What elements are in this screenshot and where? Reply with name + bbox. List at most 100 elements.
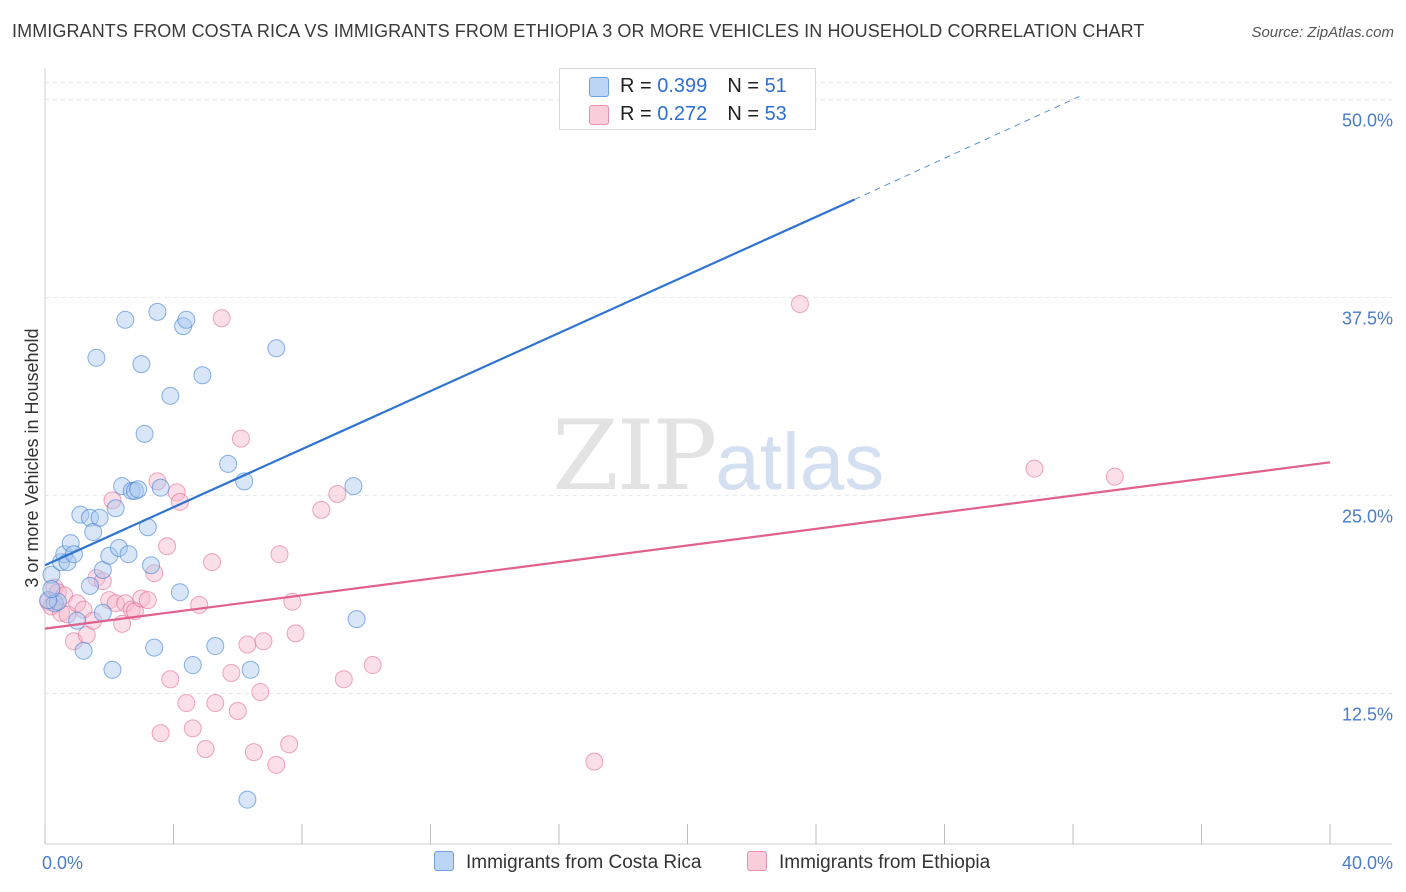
watermark: ZIPatlas <box>552 400 884 512</box>
ethiopia-point <box>363 656 382 675</box>
costa-rica-points <box>39 302 366 809</box>
ethiopia-point <box>238 635 257 654</box>
costa-rica-point <box>151 478 170 497</box>
costa-rica-point <box>206 637 225 656</box>
legend-row-costa-rica: R = 0.399 N = 51 <box>560 73 815 101</box>
y-tick-label: 25.0% <box>1342 507 1393 527</box>
legend-item-ethiopia[interactable]: Immigrants from Ethiopia <box>747 851 990 874</box>
costa-rica-point <box>39 591 58 610</box>
source-note: Source: ZipAtlas.com <box>1251 24 1394 41</box>
ethiopia-point <box>177 694 196 713</box>
legend-swatch-pink <box>747 851 767 871</box>
ethiopia-point <box>254 632 273 651</box>
chart-title: IMMIGRANTS FROM COSTA RICA VS IMMIGRANTS… <box>12 21 1145 41</box>
ethiopia-point <box>280 735 299 754</box>
costa-rica-point <box>74 641 93 660</box>
ethiopia-point <box>206 694 225 713</box>
costa-rica-trend-extension <box>854 96 1080 200</box>
ethiopia-point <box>251 682 270 701</box>
costa-rica-point <box>61 534 80 553</box>
costa-rica-point <box>183 656 202 675</box>
y-axis-label: 3 or more Vehicles in Household <box>22 328 42 587</box>
ethiopia-point <box>585 752 604 771</box>
y-tick-label: 12.5% <box>1342 705 1393 725</box>
costa-rica-point <box>68 611 87 630</box>
y-tick-label: 50.0% <box>1342 111 1393 131</box>
costa-rica-point <box>125 481 144 500</box>
legend-n-value: 53 <box>764 103 787 125</box>
costa-rica-point <box>161 386 180 405</box>
costa-rica-point <box>132 355 151 374</box>
legend-r-label: R = <box>620 103 658 125</box>
costa-rica-point <box>193 366 212 385</box>
ethiopia-point <box>244 743 263 762</box>
ethiopia-point <box>267 755 286 774</box>
costa-rica-point <box>148 302 167 321</box>
legend-r-label: R = <box>620 75 658 97</box>
legend-item-costa-rica[interactable]: Immigrants from Costa Rica <box>434 851 701 874</box>
ethiopia-point <box>132 589 151 608</box>
costa-rica-point <box>129 480 148 499</box>
costa-rica-point <box>238 790 257 809</box>
legend-row-ethiopia: R = 0.272 N = 53 <box>560 101 815 129</box>
ethiopia-point <box>270 545 289 564</box>
trend-lines <box>44 96 1331 630</box>
ethiopia-points <box>39 294 1124 774</box>
costa-rica-point <box>42 565 61 584</box>
legend-n-value: 51 <box>764 75 787 97</box>
ethiopia-trend-line <box>44 461 1331 630</box>
watermark-atlas: atlas <box>715 417 885 506</box>
ethiopia-point <box>106 594 125 613</box>
series-legend: Immigrants from Costa Rica Immigrants fr… <box>0 851 1406 877</box>
costa-rica-point <box>116 310 135 329</box>
ethiopia-point <box>790 294 809 313</box>
costa-rica-point <box>135 424 154 443</box>
costa-rica-point <box>219 454 238 473</box>
ethiopia-point <box>286 624 305 643</box>
costa-rica-point <box>177 310 196 329</box>
costa-rica-point <box>103 660 122 679</box>
ethiopia-point <box>138 591 157 610</box>
axes <box>44 68 1392 845</box>
y-tick-label: 37.5% <box>1342 309 1393 329</box>
ethiopia-point <box>328 485 347 504</box>
costa-rica-point <box>42 580 61 599</box>
ethiopia-point <box>228 701 247 720</box>
watermark-zip: ZIP <box>552 400 717 512</box>
legend-swatch-pink <box>589 105 609 125</box>
ethiopia-point <box>334 670 353 689</box>
costa-rica-point <box>106 499 125 518</box>
ethiopia-point <box>231 429 250 448</box>
costa-rica-point <box>145 638 164 657</box>
costa-rica-point <box>80 508 99 527</box>
ethiopia-point <box>52 603 71 622</box>
costa-rica-point <box>119 545 138 564</box>
legend-r-value: 0.399 <box>657 75 708 97</box>
costa-rica-point <box>90 508 109 527</box>
legend-r-value: 0.272 <box>657 103 708 125</box>
legend-swatch-blue <box>589 77 609 97</box>
costa-rica-point <box>93 603 112 622</box>
ethiopia-point <box>203 553 222 572</box>
correlation-legend: R = 0.399 N = 51 R = 0.272 N = 53 <box>559 68 816 130</box>
costa-rica-point <box>100 546 119 565</box>
costa-rica-point <box>142 556 161 575</box>
costa-rica-point <box>80 576 99 595</box>
legend-label-costa-rica: Immigrants from Costa Rica <box>466 852 702 873</box>
ethiopia-point <box>1025 459 1044 478</box>
costa-rica-point <box>347 610 366 629</box>
costa-rica-point <box>344 477 363 496</box>
ethiopia-point <box>196 739 215 758</box>
ethiopia-point <box>312 500 331 519</box>
ethiopia-point <box>190 595 209 614</box>
ethiopia-point <box>161 670 180 689</box>
costa-rica-point <box>87 348 106 367</box>
costa-rica-point <box>267 339 286 358</box>
costa-rica-trend-line <box>44 198 856 567</box>
ethiopia-point <box>151 724 170 743</box>
legend-n-label: N = <box>727 103 765 125</box>
ethiopia-point <box>183 719 202 738</box>
ethiopia-point <box>212 309 231 328</box>
legend-swatch-blue <box>434 851 454 871</box>
